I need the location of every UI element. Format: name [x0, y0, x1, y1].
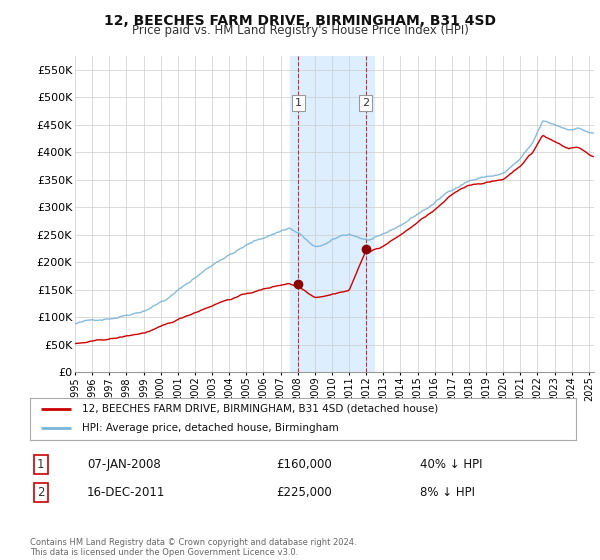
Text: 12, BEECHES FARM DRIVE, BIRMINGHAM, B31 4SD: 12, BEECHES FARM DRIVE, BIRMINGHAM, B31 … — [104, 14, 496, 28]
Text: 12, BEECHES FARM DRIVE, BIRMINGHAM, B31 4SD (detached house): 12, BEECHES FARM DRIVE, BIRMINGHAM, B31 … — [82, 404, 438, 414]
Text: 07-JAN-2008: 07-JAN-2008 — [87, 458, 161, 472]
Text: HPI: Average price, detached house, Birmingham: HPI: Average price, detached house, Birm… — [82, 423, 338, 433]
Text: 16-DEC-2011: 16-DEC-2011 — [87, 486, 166, 500]
Text: 40% ↓ HPI: 40% ↓ HPI — [420, 458, 482, 472]
Text: Contains HM Land Registry data © Crown copyright and database right 2024.
This d: Contains HM Land Registry data © Crown c… — [30, 538, 356, 557]
Text: £160,000: £160,000 — [276, 458, 332, 472]
Bar — [290, 56, 374, 372]
Text: 2: 2 — [37, 486, 44, 500]
Text: 1: 1 — [295, 98, 302, 108]
Text: 2: 2 — [362, 98, 369, 108]
Text: £225,000: £225,000 — [276, 486, 332, 500]
Text: 1: 1 — [37, 458, 44, 472]
Text: 8% ↓ HPI: 8% ↓ HPI — [420, 486, 475, 500]
Text: Price paid vs. HM Land Registry's House Price Index (HPI): Price paid vs. HM Land Registry's House … — [131, 24, 469, 36]
